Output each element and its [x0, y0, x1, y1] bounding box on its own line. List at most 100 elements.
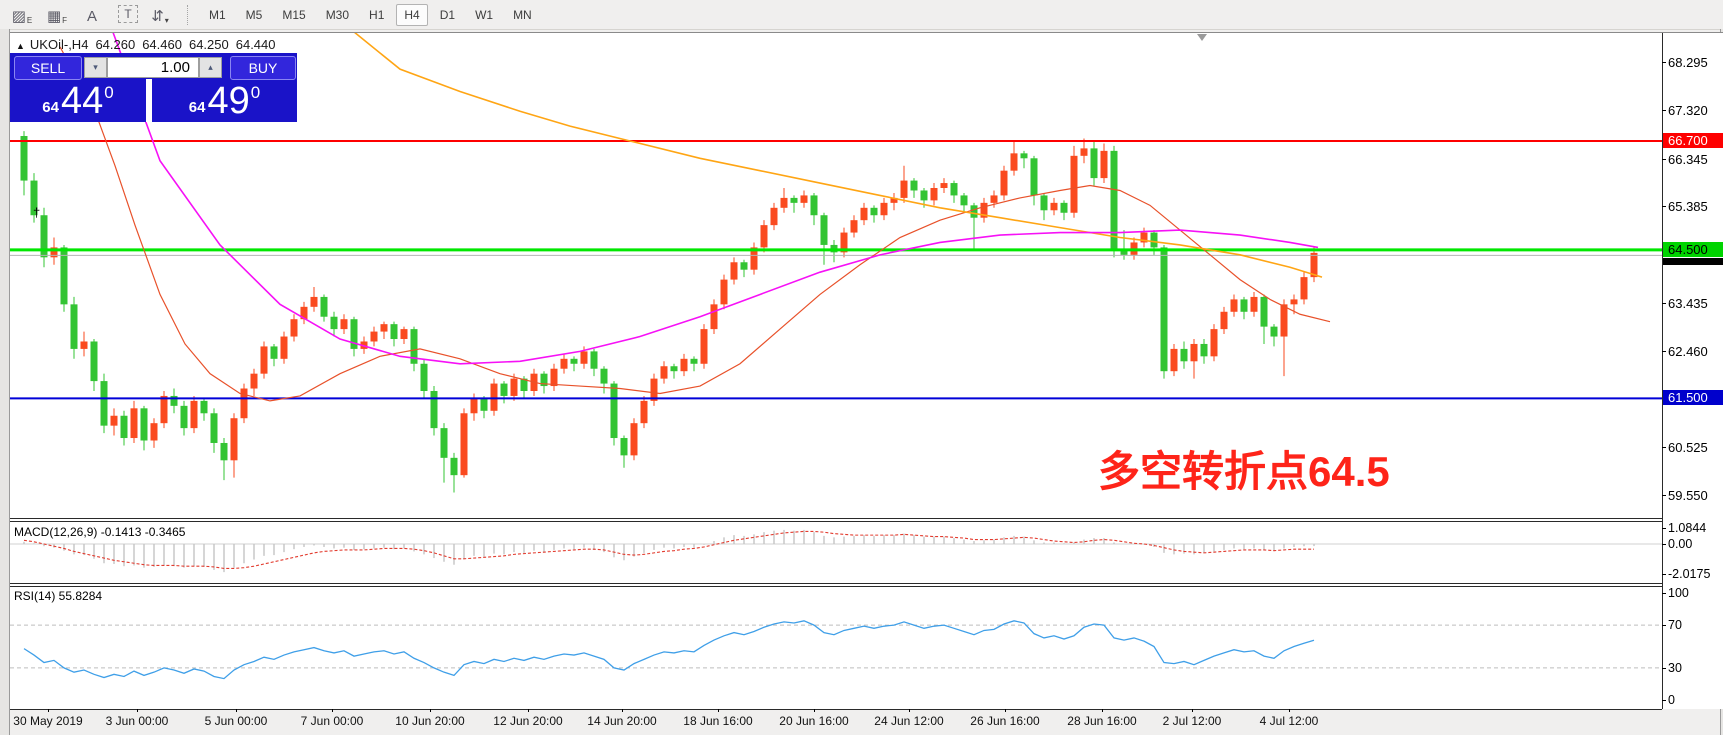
time-tick-label: 14 Jun 20:00 [587, 714, 657, 728]
sell-price[interactable]: 64 44 0 [10, 80, 146, 122]
tab-timeframe-H4[interactable]: H4 [396, 3, 428, 26]
sell-price-whole: 64 [42, 99, 59, 116]
text-box-icon[interactable]: T [118, 4, 138, 23]
tab-timeframe-D1[interactable]: D1 [439, 7, 456, 22]
volume-input[interactable] [107, 57, 199, 78]
rsi-tick-label: 0 [1668, 693, 1675, 707]
arrow-marker-icon: † [33, 205, 41, 220]
volume-decrease-icon[interactable]: ▾ [84, 57, 107, 78]
time-tick-mark [137, 709, 138, 712]
candles-layer [20, 131, 1318, 493]
panel-separator[interactable] [10, 586, 1662, 587]
rsi-tick-mark [1662, 667, 1666, 669]
price-tick-label: 60.525 [1668, 439, 1708, 455]
price-tick-mark [1662, 206, 1666, 208]
moving-average-line [59, 46, 1331, 402]
cycle-arrows-icon[interactable]: ⇵ ▾ [151, 7, 169, 25]
volume-increase-icon[interactable]: ▴ [199, 57, 222, 78]
price-axis-border [1662, 33, 1663, 709]
time-tick-label: 2 Jul 12:00 [1162, 714, 1222, 728]
close-value: 64.440 [235, 37, 276, 52]
time-tick-mark [236, 709, 237, 712]
sell-price-pips: 44 [60, 80, 104, 122]
time-tick-label: 26 Jun 16:00 [970, 714, 1040, 728]
low-value: 64.250 [188, 37, 229, 52]
price-tick-label: 67.320 [1668, 103, 1708, 119]
time-tick-label: 10 Jun 20:00 [395, 714, 465, 728]
time-tick-mark [909, 709, 910, 712]
panel-separator [10, 709, 1662, 710]
time-tick-label: 3 Jun 00:00 [105, 714, 169, 728]
macd-tick-label: 0.00 [1668, 537, 1693, 551]
tab-timeframe-W1[interactable]: W1 [475, 7, 494, 22]
chart-shift-icon[interactable] [1197, 34, 1207, 41]
macd-tick-mark [1662, 527, 1666, 529]
rsi-tick-mark [1662, 593, 1666, 594]
time-tick-mark [814, 709, 815, 712]
rsi-label: RSI(14) 55.8284 [14, 589, 103, 603]
panel-separator[interactable] [10, 518, 1662, 519]
price-tick-label: 63.435 [1668, 295, 1708, 311]
price-tick-mark [1662, 350, 1666, 352]
macd-label: MACD(12,26,9) -0.1413 -0.3465 [14, 525, 186, 539]
time-tick-label: 30 May 2019 [13, 714, 83, 728]
time-tick-mark [1192, 709, 1193, 712]
rsi-tick-label: 100 [1668, 586, 1689, 600]
sell-button[interactable]: SELL [14, 56, 82, 80]
buy-price-pips: 49 [207, 80, 250, 122]
tab-timeframe-M30[interactable]: M30 [325, 7, 350, 22]
moving-average-line [112, 33, 1319, 365]
macd-tick-mark [1662, 573, 1666, 575]
rsi-tick-label: 30 [1668, 660, 1682, 675]
time-tick-mark [48, 709, 49, 712]
sell-price-point: 0 [104, 83, 114, 102]
price-tick-label: 59.550 [1668, 487, 1708, 503]
text-label-icon[interactable]: A [86, 7, 97, 25]
time-tick-mark [1005, 709, 1006, 712]
grid-icon[interactable]: ▦ F [46, 7, 68, 25]
price-tick-label: 68.295 [1668, 55, 1708, 70]
open-value: 64.260 [95, 37, 136, 52]
chart-annotation-text: 多空转折点64.5 [1098, 448, 1390, 495]
tab-timeframe-M5[interactable]: M5 [245, 7, 263, 22]
time-tick-label: 4 Jul 12:00 [1259, 714, 1319, 728]
time-tick-mark [718, 709, 719, 712]
time-tick-mark [430, 709, 431, 712]
one-click-trade-panel: SELL ▾ ▴ BUY 64 44 0 64 49 0 [10, 53, 297, 122]
tab-timeframe-M15[interactable]: M15 [282, 7, 306, 22]
price-tick-mark [1662, 302, 1666, 304]
indicator-list-icon[interactable]: ▨ E [11, 7, 33, 25]
price-tick-mark [1662, 494, 1666, 496]
macd-tick-label: -2.0175 [1668, 566, 1711, 581]
timeframe-buttons: M1 M5 M15 M30 H1 H4 D1 W1 MN [199, 3, 542, 26]
tab-timeframe-H1[interactable]: H1 [369, 7, 385, 22]
collapse-icon[interactable]: ▲ [16, 41, 25, 51]
price-level-badge: 61.500 [1663, 390, 1723, 406]
time-tick-mark [528, 709, 529, 712]
panel-separator[interactable] [10, 521, 1662, 522]
macd-signal-line [23, 530, 1314, 569]
toolbar-separator [187, 4, 189, 25]
price-level-badge: 66.700 [1663, 132, 1723, 148]
time-tick-label: 5 Jun 00:00 [204, 714, 268, 728]
time-tick-label: 7 Jun 00:00 [300, 714, 364, 728]
toolbar: ▨ E ▦ F A T ⇵ ▾ M1 M5 M15 M30 H1 H4 D1 W1 MN [0, 0, 1723, 30]
price-tick-mark [1662, 110, 1666, 112]
tab-timeframe-MN[interactable]: MN [513, 7, 532, 22]
buy-price[interactable]: 64 49 0 [152, 80, 297, 122]
rsi-tick-label: 70 [1668, 618, 1682, 633]
price-tick-label: 65.385 [1668, 199, 1708, 215]
panel-separator[interactable] [10, 583, 1662, 584]
price-tick-mark [1662, 62, 1666, 63]
time-tick-mark [332, 709, 333, 712]
macd-tick-mark [1662, 544, 1666, 545]
rsi-line [23, 620, 1315, 680]
buy-button[interactable]: BUY [230, 56, 296, 80]
buy-price-whole: 64 [188, 99, 206, 116]
time-tick-mark [1289, 709, 1290, 712]
toolbar-icons: ▨ E ▦ F A T ⇵ ▾ [0, 4, 173, 25]
moving-average-line [354, 33, 1323, 278]
tab-timeframe-M1[interactable]: M1 [209, 7, 226, 22]
